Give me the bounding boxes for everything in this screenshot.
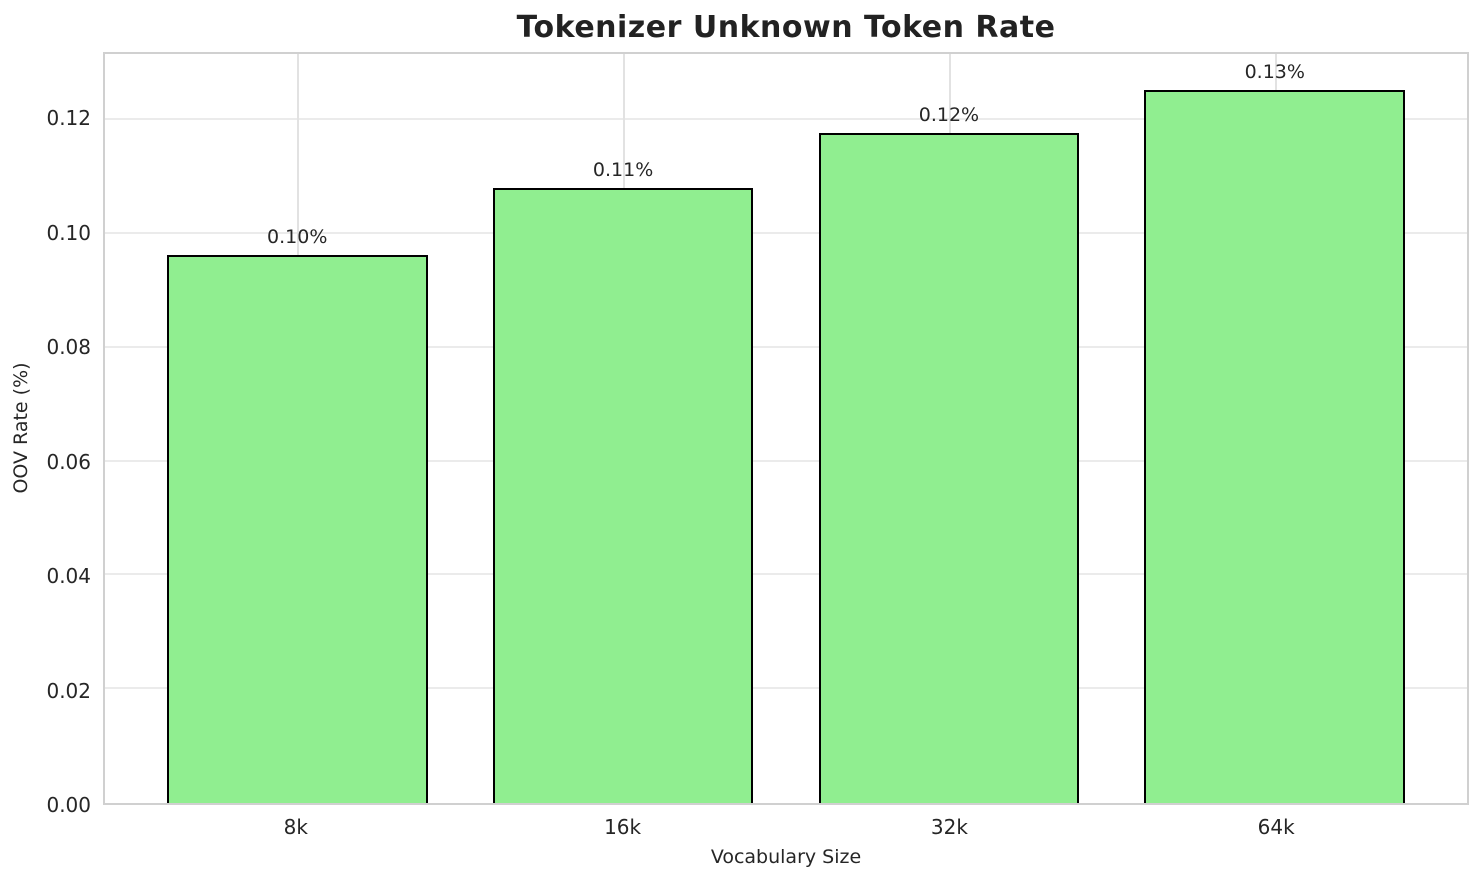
bar-value-label: 0.12% [918,104,980,127]
bar-16k [492,188,754,803]
y-tick-label: 0.12 [46,106,91,131]
x-tick-label: 32k [930,815,968,839]
bar-value-label: 0.10% [267,226,328,249]
y-tick-label: 0.10 [46,220,91,245]
bar-64k [1144,90,1406,803]
y-tick-label: 0.00 [46,793,91,817]
chart-title: Tokenizer Unknown Token Rate [516,10,1056,45]
plot-area: 0.10% 0.11% 0.12% 0.13% [103,52,1469,805]
bar-value-label: 0.11% [592,159,654,182]
bar-32k [818,133,1080,803]
x-tick-label: 8k [283,815,308,839]
h-gridline [105,459,1467,462]
h-gridline [105,687,1467,690]
y-tick-label: 0.04 [46,564,91,589]
h-gridline [105,118,1467,121]
x-axis-ticks: 8k 16k 32k 64k [103,815,1469,841]
y-tick-label: 0.02 [46,678,91,703]
h-gridline [105,345,1467,348]
bar-8k [166,255,428,803]
bar-value-label: 0.13% [1244,61,1305,84]
y-tick-label: 0.08 [46,335,91,360]
y-axis-ticks: 0.00 0.02 0.04 0.06 0.08 0.10 0.12 [0,52,91,817]
x-axis-label: Vocabulary Size [710,846,862,868]
x-tick-label: 64k [1257,815,1295,839]
x-tick-label: 16k [604,815,642,839]
h-gridline [105,573,1467,576]
y-tick-label: 0.06 [46,449,91,474]
h-gridline [105,231,1467,234]
